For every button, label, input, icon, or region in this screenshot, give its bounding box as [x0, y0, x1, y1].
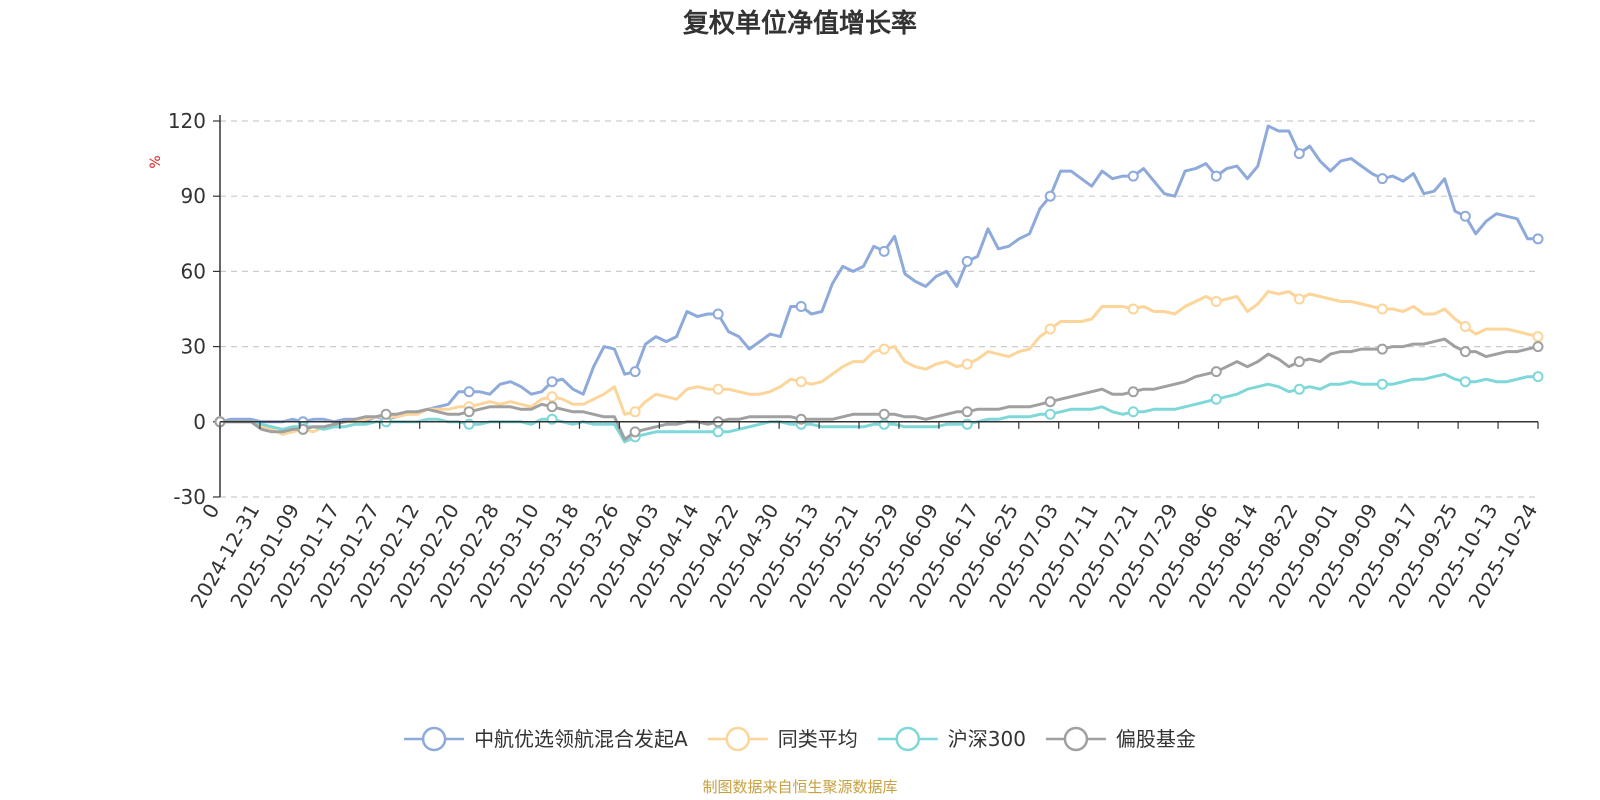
data-point: [712, 426, 724, 438]
data-point: [1127, 386, 1139, 398]
data-point: [1044, 323, 1056, 335]
series-1: [214, 124, 1544, 428]
x-tick-label: 0: [197, 500, 224, 523]
legend-item-1[interactable]: 中航优选领航混合发起A: [404, 726, 688, 752]
data-point: [1376, 378, 1388, 390]
data-point: [1459, 376, 1471, 388]
data-point: [1532, 331, 1544, 343]
legend-item-3[interactable]: 沪深300: [877, 726, 1026, 752]
data-point: [1376, 343, 1388, 355]
y-tick-label: 90: [181, 184, 206, 208]
data-point: [629, 426, 641, 438]
data-point: [1044, 190, 1056, 202]
data-source-note: 制图数据来自恒生聚源数据库: [702, 778, 897, 796]
legend-marker: [895, 726, 921, 752]
legend-marker: [1063, 726, 1089, 752]
legend-label: 同类平均: [778, 727, 858, 751]
data-point: [1293, 148, 1305, 160]
data-point: [712, 308, 724, 320]
data-point: [1376, 303, 1388, 315]
data-point: [1532, 233, 1544, 245]
data-point: [1210, 393, 1222, 405]
legend-label: 偏股基金: [1116, 727, 1196, 751]
data-point: [1293, 383, 1305, 395]
series-lines: [214, 124, 1544, 444]
data-point: [546, 401, 558, 413]
series-3: [214, 371, 1544, 444]
legend[interactable]: 中航优选领航混合发起A 同类平均 沪深300 偏股基金: [404, 726, 1196, 752]
y-tick-label: -30: [173, 485, 206, 509]
data-point: [629, 406, 641, 418]
data-point: [878, 343, 890, 355]
legend-label: 沪深300: [948, 727, 1026, 751]
legend-item-4[interactable]: 偏股基金: [1045, 726, 1196, 752]
y-tick-label: 120: [168, 109, 206, 133]
series-line: [219, 124, 1538, 424]
legend-marker: [421, 726, 447, 752]
data-point: [629, 366, 641, 378]
chart-title: 复权单位净值增长率: [683, 8, 917, 39]
data-point: [1293, 356, 1305, 368]
data-point: [463, 386, 475, 398]
data-point: [878, 408, 890, 420]
data-point: [297, 423, 309, 435]
data-point: [1210, 170, 1222, 182]
data-point: [1127, 406, 1139, 418]
data-point: [1127, 170, 1139, 182]
legend-marker: [725, 726, 751, 752]
data-point: [878, 245, 890, 257]
data-point: [1044, 396, 1056, 408]
data-point: [1459, 210, 1471, 222]
data-point: [1044, 408, 1056, 420]
data-point: [795, 300, 807, 312]
data-point: [1210, 295, 1222, 307]
data-point: [380, 408, 392, 420]
y-tick-label: 60: [181, 259, 206, 283]
data-point: [1459, 321, 1471, 333]
data-point: [1210, 366, 1222, 378]
y-tick-label: 0: [193, 410, 206, 434]
data-point: [961, 406, 973, 418]
data-point: [546, 376, 558, 388]
legend-label: 中航优选领航混合发起A: [474, 727, 688, 751]
y-axis: -30 0 30 60 90 120: [168, 109, 221, 509]
series-line: [220, 372, 1538, 444]
data-point: [1459, 346, 1471, 358]
y-tick-label: 30: [181, 335, 206, 359]
data-point: [961, 358, 973, 370]
legend-item-2[interactable]: 同类平均: [707, 726, 858, 752]
data-point: [712, 383, 724, 395]
data-point: [1532, 341, 1544, 353]
data-point: [546, 391, 558, 403]
grid-lines: [220, 120, 1538, 498]
data-point: [463, 406, 475, 418]
x-axis: 02024-12-312025-01-092025-01-172025-01-2…: [185, 421, 1542, 612]
y-axis-label: %: [148, 155, 164, 168]
data-point: [1127, 303, 1139, 315]
data-point: [1532, 371, 1544, 383]
data-point: [795, 376, 807, 388]
data-point: [1293, 293, 1305, 305]
data-point: [1376, 173, 1388, 185]
data-point: [961, 255, 973, 267]
